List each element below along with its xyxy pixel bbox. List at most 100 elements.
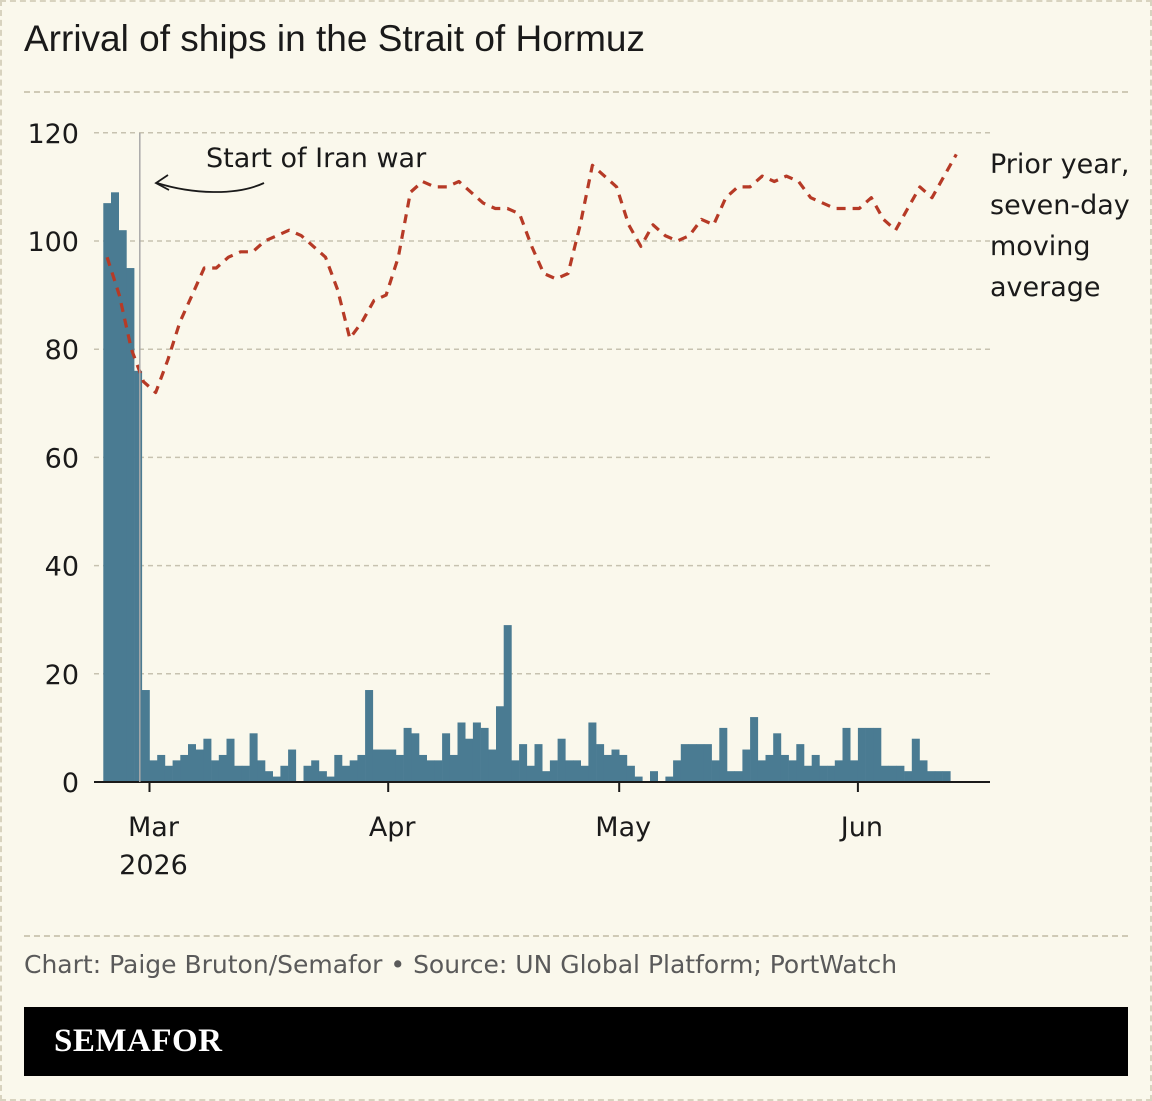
bar (157, 754, 166, 782)
bar (727, 771, 735, 782)
bar (272, 776, 281, 782)
brand-logo: SEMAFOR (54, 1023, 223, 1059)
bar (696, 744, 705, 782)
bar (334, 754, 343, 782)
grid-layer (94, 132, 990, 675)
bottom-divider (24, 935, 1128, 937)
bar (480, 727, 489, 782)
bar (573, 760, 581, 782)
y-tick-label: 60 (45, 443, 79, 474)
chart-title: Arrival of ships in the Strait of Hormuz (24, 18, 645, 59)
prior-year-line (105, 153, 958, 395)
x-tick-label: Jun (839, 812, 883, 843)
axis-layer: 0 20 40 60 80 100 120 Mar 2026 Apr May Jun (27, 119, 990, 881)
bar (164, 765, 173, 782)
bar-layer (103, 192, 951, 782)
series-label-line: moving (990, 231, 1091, 262)
bar (804, 765, 812, 782)
bar (118, 230, 127, 782)
y-tick-label: 40 (45, 552, 79, 583)
bar (603, 754, 612, 782)
bar (195, 749, 204, 782)
bar (865, 727, 874, 782)
bar (757, 760, 766, 782)
bar (311, 760, 320, 782)
bar (857, 727, 866, 782)
bar (426, 760, 435, 782)
bar (542, 771, 551, 782)
bar (503, 625, 512, 782)
bar (673, 760, 682, 782)
bar (488, 749, 497, 782)
bar (280, 765, 289, 782)
bar (596, 744, 605, 782)
series-label-line: Prior year, (990, 149, 1129, 180)
series-label-line: average (990, 272, 1101, 303)
top-divider (24, 91, 1128, 93)
bar (719, 727, 728, 782)
annotation-layer: Start of Iran war (139, 133, 427, 782)
bar (534, 744, 543, 782)
bar (888, 765, 897, 782)
series-label: Prior year, seven-day moving average (990, 149, 1130, 303)
bar (318, 771, 327, 782)
bar (519, 744, 528, 782)
bar (211, 760, 220, 782)
bar (904, 771, 913, 782)
series-label-line: seven-day (990, 190, 1130, 221)
bar (103, 203, 112, 782)
bar (834, 760, 843, 782)
bar (850, 760, 859, 782)
bar (241, 765, 250, 782)
bar (395, 754, 404, 782)
bar (380, 749, 389, 782)
bar (172, 760, 181, 782)
bar (449, 754, 458, 782)
bar (703, 744, 712, 782)
bar (827, 765, 836, 782)
bar (919, 760, 928, 782)
bar (349, 760, 358, 782)
bar (149, 760, 158, 782)
bar (141, 690, 150, 782)
bar (765, 754, 774, 782)
bar (788, 760, 797, 782)
bar (557, 738, 566, 782)
annotation-label: Start of Iran war (206, 143, 427, 174)
bar (565, 760, 574, 782)
bar (496, 706, 504, 782)
bar (734, 771, 743, 782)
bar (411, 733, 420, 782)
bar (742, 749, 751, 782)
bar (780, 754, 789, 782)
bar (811, 754, 820, 782)
bar (896, 765, 905, 782)
bar (419, 754, 427, 782)
bar (457, 722, 466, 782)
y-tick-label: 120 (27, 119, 79, 150)
annotation-arrowhead (154, 174, 170, 191)
bar (134, 370, 143, 782)
bar (634, 776, 643, 782)
bar (688, 744, 697, 782)
bar (911, 738, 920, 782)
bar (680, 744, 689, 782)
bar (942, 771, 951, 782)
x-tick-label: Mar (128, 812, 180, 843)
source-credit: Chart: Paige Bruton/Semafor • Source: UN… (24, 950, 898, 979)
bar (549, 760, 558, 782)
bar (588, 722, 597, 782)
bar (711, 760, 720, 782)
bar (773, 733, 782, 782)
bar (357, 754, 366, 782)
bar (303, 765, 312, 782)
x-tick-label: May (595, 812, 651, 843)
bar (265, 771, 273, 782)
y-tick-label: 80 (45, 335, 79, 366)
bar (442, 733, 451, 782)
bar (342, 765, 350, 782)
bar (873, 727, 882, 782)
bar (403, 727, 412, 782)
bar (372, 749, 381, 782)
